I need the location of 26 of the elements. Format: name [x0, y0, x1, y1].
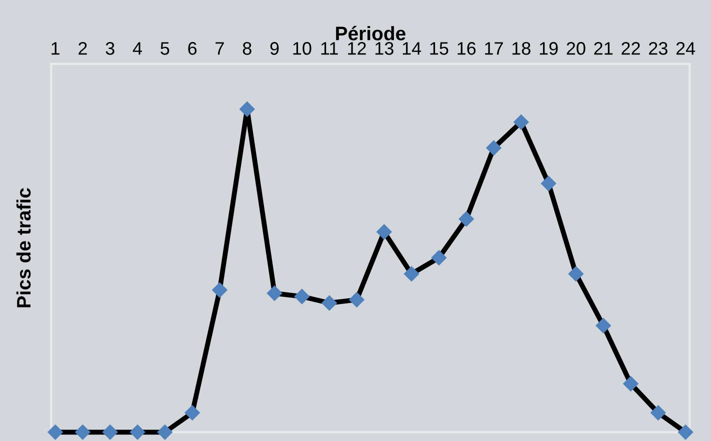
x-tick-label: 17	[485, 42, 503, 55]
y-axis-title: Pics de trafic	[16, 188, 31, 308]
x-tick-label: 15	[430, 42, 448, 55]
x-tick-label: 21	[594, 42, 613, 55]
x-tick-label: 3	[106, 42, 114, 55]
x-tick-label: 12	[348, 42, 366, 55]
x-tick-label: 9	[270, 42, 279, 55]
x-tick-label: 16	[458, 42, 476, 55]
x-tick-label: 20	[566, 42, 586, 55]
x-tick-label: 11	[321, 42, 338, 55]
x-tick-label: 7	[216, 42, 224, 55]
x-tick-label: 4	[132, 42, 142, 55]
x-tick-label: 18	[512, 42, 530, 55]
x-tick-label: 19	[540, 42, 558, 55]
x-tick-label: 23	[649, 42, 668, 55]
x-tick-label: 14	[402, 42, 422, 55]
x-tick-label: 5	[160, 42, 170, 55]
x-tick-label: 8	[242, 42, 252, 55]
x-tick-label: 2	[78, 42, 87, 55]
x-tick-label: 24	[676, 42, 696, 55]
x-tick-label: 22	[622, 42, 640, 55]
x-tick-label: 1	[52, 42, 60, 55]
x-tick-label: 13	[375, 42, 394, 55]
x-tick-label: 10	[293, 42, 312, 55]
x-tick-label: 6	[188, 42, 197, 55]
x-axis-title: Période	[336, 26, 406, 40]
